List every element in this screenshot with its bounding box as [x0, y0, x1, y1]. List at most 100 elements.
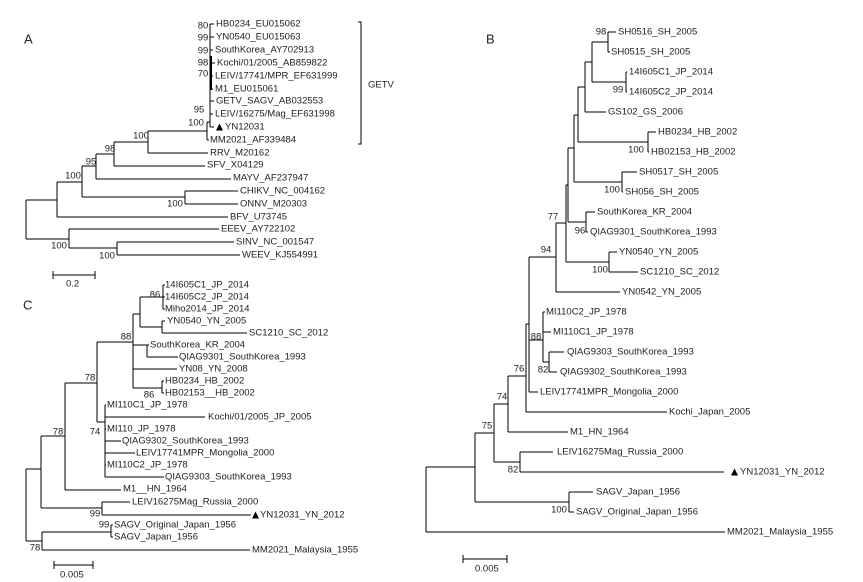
leaf-label: BFV_U73745	[230, 212, 287, 223]
bootstrap-value: 78	[85, 373, 96, 384]
triangle-marker-icon	[731, 468, 738, 476]
leaf-label: QIAG9301_SouthKorea_1993	[179, 352, 306, 363]
bootstrap-value: 78	[30, 543, 41, 554]
bootstrap-value: 95	[86, 157, 97, 168]
bootstrap-value: 99	[99, 520, 110, 531]
bootstrap-value: 88	[531, 332, 542, 343]
bootstrap-value: 100	[188, 118, 204, 129]
leaf-label: Miho2014_JP_2014	[165, 304, 250, 315]
leaf-label: SH056_SH_2005	[625, 187, 699, 198]
leaf-label: YN12031_YN_2012	[740, 467, 825, 478]
leaf-label: LEIV17741MPR_Mongolia_2000	[136, 448, 274, 459]
panel-c-scale-bar	[53, 561, 94, 569]
leaf-label: SC1210_SC_2012	[640, 267, 719, 278]
leaf-label: QIAG9303_SouthKorea_1993	[567, 347, 694, 358]
bootstrap-value: 99	[90, 509, 101, 520]
leaf-label: Kochi_Japan_2005	[669, 407, 750, 418]
bootstrap-value: 86	[144, 390, 155, 401]
leaf-label: CHIKV_NC_004162	[240, 186, 325, 197]
bootstrap-value: 100	[167, 199, 183, 210]
panel-b-scale-label: 0.005	[475, 564, 499, 575]
bootstrap-value: 100	[592, 265, 608, 276]
panel-c-branches	[25, 284, 251, 551]
leaf-label: EEEV_AY722102	[221, 224, 295, 235]
leaf-label: SINV_NC_001547	[236, 237, 314, 248]
bootstrap-value: 100	[604, 185, 620, 196]
leaf-label: SH0516_SH_2005	[618, 27, 697, 38]
panel-a-tree: A GETV 0.2 HB0234_EU015062 YN0540_EU01506…	[24, 19, 395, 290]
leaf-label: YN12031_YN_2012	[260, 510, 345, 521]
bootstrap-value: 86	[150, 290, 161, 301]
bootstrap-value: 100	[133, 131, 149, 142]
leaf-label: LEIV16275Mag_Russia_2000	[557, 447, 683, 458]
leaf-label: QIAG9302_SouthKorea_1993	[122, 436, 249, 447]
leaf-label: YN0542_YN_2005	[622, 287, 701, 298]
panel-c-tree: C 0.005 14I605C1_JP_201414I605C2_JP_2014…	[23, 280, 358, 581]
bootstrap-value: 95	[194, 105, 205, 116]
bootstrap-value: 100	[99, 251, 115, 262]
panel-c-label: C	[23, 297, 32, 312]
leaf-label: YN0540_EU015063	[216, 32, 301, 43]
leaf-label: QIAG9301_SouthKorea_1993	[590, 227, 717, 238]
triangle-marker-icon	[252, 511, 259, 519]
panel-a-scale-label: 0.2	[66, 279, 79, 290]
leaf-label: 14I605C2_JP_2014	[165, 292, 249, 303]
leaf-label: MI110C2_JP_1978	[107, 460, 188, 471]
leaf-label: M1_EU015061	[215, 84, 278, 95]
bootstrap-value: 82	[538, 365, 549, 376]
leaf-label: HB0234_EU015062	[216, 19, 301, 30]
bootstrap-value: 99	[198, 33, 209, 44]
bootstrap-value: 77	[548, 212, 559, 223]
leaf-label: LEIV/16275/Mag_EF631998	[215, 109, 335, 120]
leaf-label: MM2021_AF339484	[210, 135, 296, 146]
leaf-label: MI110C1_JP_1978	[107, 400, 188, 411]
leaf-label: HB02153_HB_2002	[651, 147, 736, 158]
bootstrap-value: 99	[198, 46, 209, 57]
leaf-label: MI110C2_JP_1978	[546, 307, 627, 318]
bootstrap-value: 70	[198, 69, 209, 80]
bootstrap-value: 88	[121, 332, 132, 343]
leaf-label: YN12031	[225, 122, 265, 133]
bootstrap-value: 74	[497, 392, 508, 403]
leaf-label: HB02153__HB_2002	[165, 388, 255, 399]
panel-b-scale-bar	[462, 555, 508, 563]
bootstrap-value: 98	[198, 58, 209, 69]
leaf-label: HB0234_HB_2002	[165, 376, 244, 387]
leaf-label: MM2021_Malaysia_1955	[727, 527, 833, 538]
bootstrap-value: 100	[65, 171, 81, 182]
bootstrap-value: 100	[51, 241, 67, 252]
leaf-label: RRV_M20162	[210, 148, 270, 159]
bootstrap-value: 82	[508, 465, 519, 476]
leaf-label: SouthKorea_KR_2004	[597, 207, 692, 218]
bootstrap-value: 98	[105, 144, 116, 155]
leaf-label: ONNV_M20303	[240, 199, 307, 210]
leaf-label: MAYV_AF237947	[233, 173, 308, 184]
leaf-label: YN0540_YN_2005	[167, 316, 246, 327]
bootstrap-value: 78	[53, 427, 64, 438]
leaf-label: SAGV_Japan_1956	[596, 487, 680, 498]
getv-clade-label: GETV	[368, 80, 395, 91]
bootstrap-value: 96	[575, 226, 586, 237]
leaf-label: GETV_SAGV_AB032553	[216, 96, 323, 107]
bootstrap-value: 74	[90, 427, 101, 438]
leaf-label: SouthKorea_AY702913	[215, 45, 314, 56]
bootstrap-value: 75	[482, 421, 493, 432]
leaf-label: 14I605C1_JP_2014	[165, 280, 249, 291]
leaf-label: QIAG9303_SouthKorea_1993	[165, 472, 292, 483]
leaf-label: LEIV17741MPR_Mongolia_2000	[540, 387, 678, 398]
leaf-label: YN08_YN_2008	[179, 364, 248, 375]
leaf-label: SH0515_SH_2005	[611, 47, 690, 58]
leaf-label: SH0517_SH_2005	[639, 167, 718, 178]
panel-a-collapsed-branches	[210, 56, 212, 90]
leaf-label: MI110C1_JP_1978	[553, 327, 634, 338]
leaf-label: HB0234_HB_2002	[658, 127, 737, 138]
panel-b-branches	[425, 31, 725, 533]
bootstrap-value: 80	[198, 21, 209, 32]
leaf-label: LEIV/17741/MPR_EF631999	[215, 71, 338, 82]
leaf-label: SC1210_SC_2012	[249, 328, 328, 339]
bootstrap-value: 100	[628, 145, 644, 156]
panel-b-label: B	[486, 31, 495, 46]
leaf-label: Kochi/01/2005_AB859822	[217, 58, 327, 69]
bootstrap-value: 100	[551, 505, 567, 516]
triangle-marker-icon	[216, 123, 223, 131]
